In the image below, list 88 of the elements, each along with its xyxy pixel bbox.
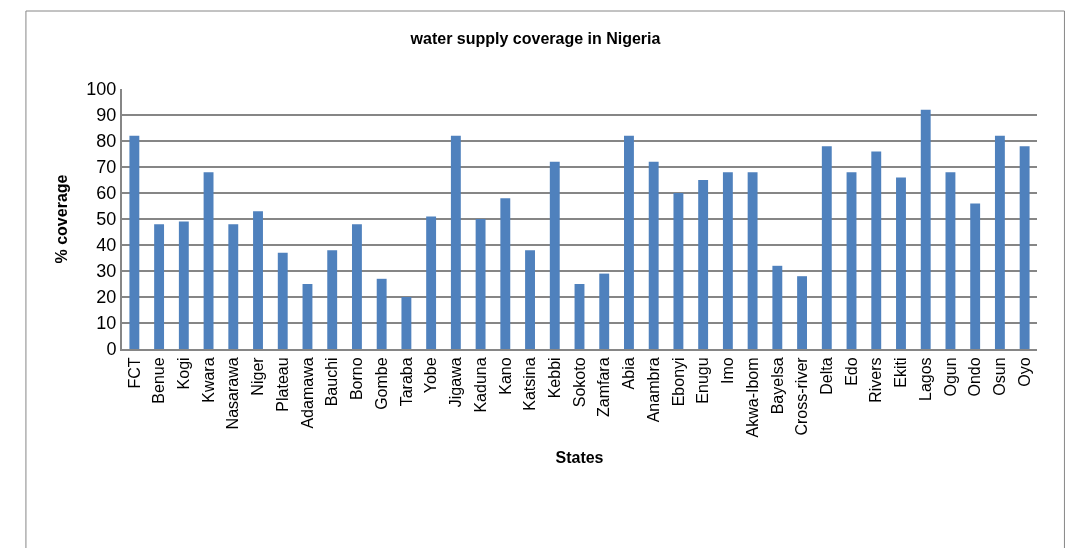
x-tick-label: Kogi xyxy=(175,357,193,390)
bar xyxy=(203,172,214,349)
x-tick-label: Rivers xyxy=(867,357,885,403)
bar xyxy=(846,172,857,349)
x-tick-label: FCT xyxy=(125,357,143,389)
bar xyxy=(351,224,362,349)
x-tick-label: Enugu xyxy=(694,357,712,404)
bar xyxy=(129,135,140,349)
bar xyxy=(945,172,956,349)
x-tick-label: Adamawa xyxy=(298,357,316,429)
x-tick-label: Zamfara xyxy=(595,357,613,417)
bar xyxy=(574,284,585,349)
x-tick-label: Cross-river xyxy=(793,356,811,436)
y-tick-label: 100 xyxy=(86,79,117,100)
x-tick-label: Kaduna xyxy=(471,357,489,413)
x-tick-label: Ondo xyxy=(966,357,984,397)
y-tick-label: 0 xyxy=(106,339,117,360)
bar xyxy=(253,211,263,349)
x-tick-label: Borno xyxy=(348,357,366,401)
bar xyxy=(1019,146,1030,349)
bar xyxy=(500,198,511,349)
bar xyxy=(154,224,165,349)
x-tick-label: Ogun xyxy=(941,357,959,397)
y-tick-label: 20 xyxy=(96,287,117,308)
bar xyxy=(648,161,659,349)
y-axis-title: % coverage xyxy=(52,174,70,264)
bar xyxy=(426,216,437,349)
x-tick-label: Niger xyxy=(249,356,267,396)
x-tick-label: Lagos xyxy=(916,357,934,401)
x-tick-label: Bauchi xyxy=(323,357,341,407)
bar xyxy=(722,172,733,349)
bar xyxy=(896,177,906,349)
y-tick-label: 90 xyxy=(96,105,117,126)
bar xyxy=(920,109,931,349)
x-tick-label: Abia xyxy=(620,357,638,390)
x-tick-label: Kano xyxy=(496,357,514,395)
x-tick-label: Oyo xyxy=(1015,357,1033,387)
bar xyxy=(475,219,486,349)
x-tick-label: Sokoto xyxy=(570,357,588,408)
y-tick-label: 10 xyxy=(96,313,117,334)
x-tick-label: Kebbi xyxy=(545,357,563,399)
x-tick-label: Gombe xyxy=(372,357,390,410)
bar xyxy=(327,250,338,349)
bar xyxy=(797,276,808,349)
x-tick-label: Bayelsa xyxy=(768,357,786,415)
x-tick-label: Ekiti xyxy=(892,357,910,388)
bar xyxy=(178,221,189,349)
bar xyxy=(624,135,634,349)
x-tick-label: Osun xyxy=(991,357,1009,396)
bar xyxy=(821,146,832,349)
bar xyxy=(376,278,387,349)
y-tick-label: 60 xyxy=(96,183,117,204)
x-tick-label: Benue xyxy=(150,357,168,404)
bar xyxy=(673,193,684,349)
bar xyxy=(450,135,461,349)
bar xyxy=(871,151,882,349)
x-tick-label: Edo xyxy=(842,357,860,386)
x-tick-label: Imo xyxy=(719,357,737,385)
y-tick-label: 50 xyxy=(96,209,117,230)
chart-title: water supply coverage in Nigeria xyxy=(409,29,661,47)
bar xyxy=(994,135,1005,349)
y-tick-label: 40 xyxy=(96,235,117,256)
x-tick-label: Ebonyi xyxy=(669,357,687,407)
x-tick-label: Akwa-Ibom xyxy=(743,357,761,438)
bar xyxy=(401,297,412,349)
x-tick-label: Plateau xyxy=(273,357,291,412)
x-tick-label: Anambra xyxy=(644,357,662,423)
bar xyxy=(698,180,709,349)
y-tick-label: 30 xyxy=(96,261,117,282)
bar xyxy=(599,273,610,349)
bar xyxy=(549,161,560,349)
x-tick-label: Yobe xyxy=(422,357,440,394)
x-tick-label: Delta xyxy=(818,357,835,395)
y-tick-label: 70 xyxy=(96,157,117,178)
bar xyxy=(277,252,288,349)
bar xyxy=(228,224,239,349)
bar xyxy=(302,284,313,349)
x-tick-label: Kwara xyxy=(199,357,217,403)
bar xyxy=(772,265,783,349)
x-tick-label: Nasarawa xyxy=(224,357,242,430)
x-axis-title: States xyxy=(555,448,604,466)
x-tick-label: Taraba xyxy=(397,357,415,407)
x-tick-label: Katsina xyxy=(521,357,539,411)
y-tick-label: 80 xyxy=(96,131,117,152)
bar xyxy=(970,203,981,349)
bar xyxy=(747,172,758,349)
bar xyxy=(525,250,535,349)
x-tick-label: Jigawa xyxy=(447,357,465,408)
